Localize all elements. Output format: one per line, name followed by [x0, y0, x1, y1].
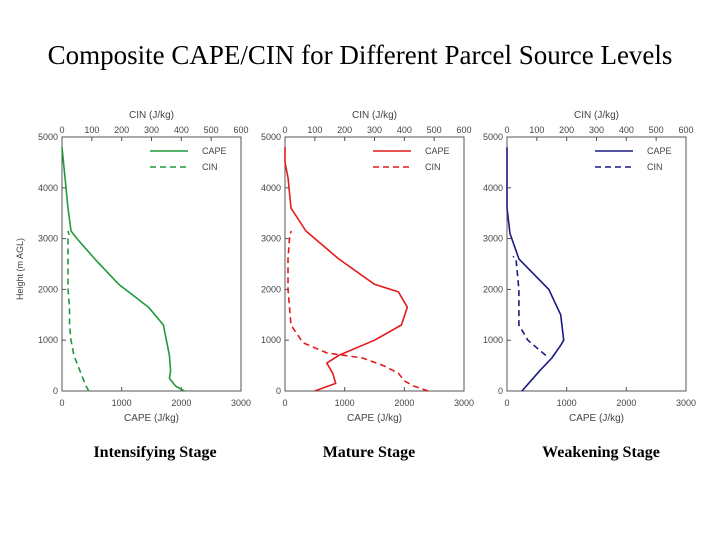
stage-label-mature: Mature Stage [322, 444, 416, 461]
cape-tick-label: 1000 [335, 398, 355, 408]
cin-series-line [512, 255, 547, 357]
cape-tick-label: 0 [282, 398, 287, 408]
height-tick-label: 2000 [261, 284, 281, 294]
height-tick-label: 1000 [38, 335, 58, 345]
cape-tick-label: 1000 [112, 398, 132, 408]
height-tick-label: 3000 [38, 234, 58, 244]
cin-tick-label: 200 [337, 125, 352, 135]
cape-tick-label: 3000 [676, 398, 696, 408]
cape-tick-label: 0 [59, 398, 64, 408]
cin-axis-title: CIN (J/kg) [352, 110, 397, 121]
height-tick-label: 4000 [483, 183, 503, 193]
cape-axis-title: CAPE (J/kg) [347, 413, 402, 424]
cin-tick-label: 200 [559, 125, 574, 135]
cin-tick-label: 500 [427, 125, 442, 135]
cin-tick-label: 400 [174, 125, 189, 135]
height-tick-label: 0 [276, 386, 281, 396]
cin-tick-label: 100 [84, 125, 99, 135]
cape-tick-label: 3000 [454, 398, 474, 408]
cin-tick-label: 300 [589, 125, 604, 135]
height-tick-label: 5000 [483, 132, 503, 142]
cape-series-line [61, 147, 185, 392]
legend-cape-label: CAPE [647, 146, 672, 156]
height-tick-label: 2000 [38, 284, 58, 294]
cin-tick-label: 400 [397, 125, 412, 135]
height-tick-label: 1000 [483, 335, 503, 345]
cape-tick-label: 3000 [231, 398, 251, 408]
cin-tick-label: 500 [204, 125, 219, 135]
height-tick-label: 5000 [261, 132, 281, 142]
chart-panel-2: 0 100 200 300 400 500 600 CIN (J/kg) 0 1000 2000 30… [483, 110, 696, 424]
cin-tick-label: 200 [114, 125, 129, 135]
legend-cin-label: CIN [425, 162, 441, 172]
cin-tick-label: 600 [456, 125, 471, 135]
legend-cin-label: CIN [202, 162, 218, 172]
height-axis-title: Height (m AGL) [15, 238, 25, 300]
legend-cape-label: CAPE [425, 146, 450, 156]
height-tick-label: 0 [53, 386, 58, 396]
height-tick-label: 5000 [38, 132, 58, 142]
cape-tick-label: 2000 [616, 398, 636, 408]
cape-series-line [506, 147, 565, 392]
cin-series-line [287, 230, 429, 392]
cape-tick-label: 2000 [394, 398, 414, 408]
stage-label-intensifying: Intensifying Stage [93, 444, 217, 461]
cin-tick-label: 0 [282, 125, 287, 135]
cin-tick-label: 0 [59, 125, 64, 135]
cin-tick-label: 0 [504, 125, 509, 135]
cin-tick-label: 500 [649, 125, 664, 135]
cape-series-line [284, 147, 409, 392]
cape-axis-title: CAPE (J/kg) [124, 413, 179, 424]
cin-axis-title: CIN (J/kg) [574, 110, 619, 121]
cin-tick-label: 400 [619, 125, 634, 135]
height-tick-label: 2000 [483, 284, 503, 294]
cin-tick-label: 300 [144, 125, 159, 135]
stage-label-weakening: Weakening Stage [542, 444, 660, 461]
plot-frame [61, 136, 242, 392]
cape-tick-label: 1000 [557, 398, 577, 408]
legend-cin-label: CIN [647, 162, 663, 172]
plot-frame [506, 136, 687, 392]
cin-tick-label: 600 [233, 125, 248, 135]
cin-tick-label: 600 [678, 125, 693, 135]
cape-tick-label: 2000 [171, 398, 191, 408]
legend-cape-label: CAPE [202, 146, 227, 156]
cape-tick-label: 0 [504, 398, 509, 408]
cin-tick-label: 300 [367, 125, 382, 135]
main-title: Composite CAPE/CIN for Different Parcel … [47, 40, 673, 70]
height-tick-label: 1000 [261, 335, 281, 345]
plot-frame [284, 136, 465, 392]
height-tick-label: 0 [498, 386, 503, 396]
height-tick-label: 3000 [483, 234, 503, 244]
cin-tick-label: 100 [529, 125, 544, 135]
chart-panel-0: 0 100 200 300 400 500 600 CIN (J/kg) 0 1000 2000 30… [15, 110, 251, 424]
chart-panel-1: 0 100 200 300 400 500 600 CIN (J/kg) 0 1000 2000 30… [261, 110, 474, 424]
cin-tick-label: 100 [307, 125, 322, 135]
cape-axis-title: CAPE (J/kg) [569, 413, 624, 424]
cin-axis-title: CIN (J/kg) [129, 110, 174, 121]
height-tick-label: 4000 [38, 183, 58, 193]
height-tick-label: 4000 [261, 183, 281, 193]
cin-series-line [67, 230, 90, 392]
height-tick-label: 3000 [261, 234, 281, 244]
